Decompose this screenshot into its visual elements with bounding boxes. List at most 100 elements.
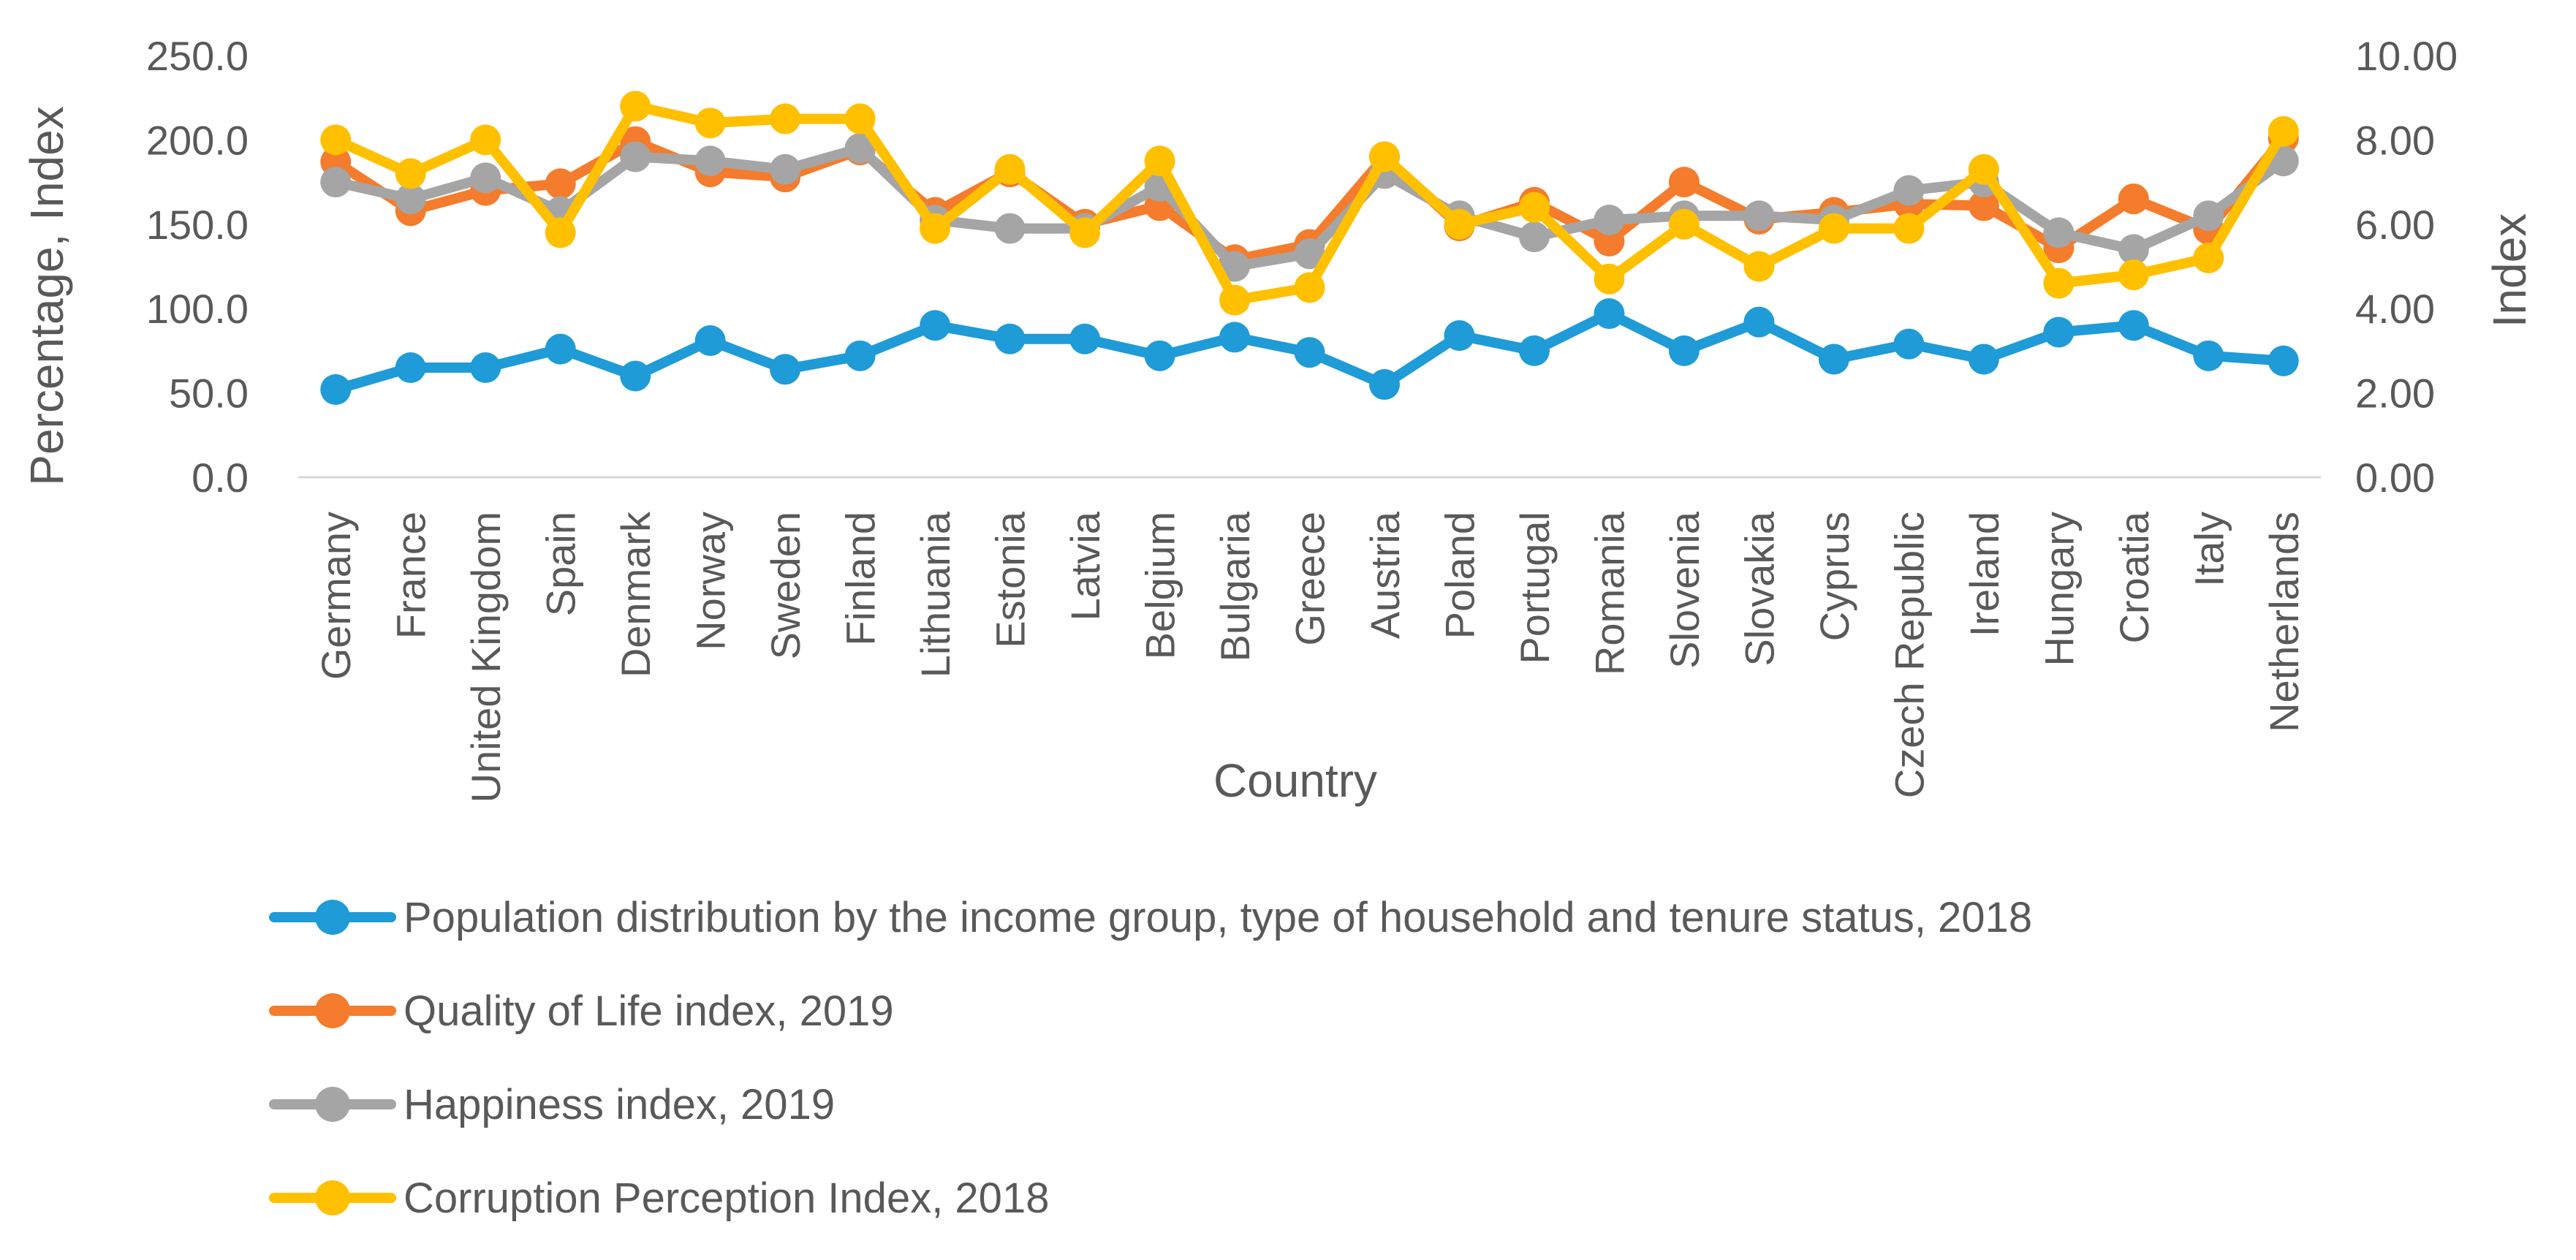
category-label: Spain <box>538 512 584 616</box>
category-label: Lithuania <box>912 511 958 678</box>
data-point <box>620 91 651 122</box>
category-label: Bulgaria <box>1212 511 1258 661</box>
data-point <box>395 183 426 215</box>
data-point <box>545 168 576 200</box>
data-point <box>2118 183 2149 215</box>
data-point <box>1144 340 1175 371</box>
data-point <box>1594 263 1625 295</box>
legend: Population distribution by the income gr… <box>269 894 2032 1222</box>
data-point <box>920 310 951 341</box>
right-axis-title: Index <box>2483 213 2536 328</box>
data-point <box>1743 306 1775 338</box>
category-label: Austria <box>1362 511 1408 639</box>
series-layer <box>320 91 2299 405</box>
data-point <box>1518 221 1550 253</box>
data-point <box>1069 323 1101 354</box>
data-point <box>545 333 576 365</box>
legend-item: Corruption Perception Index, 2018 <box>269 1174 1049 1222</box>
right-axis-tick-label: 8.00 <box>2355 117 2435 163</box>
data-point <box>395 158 426 189</box>
data-point <box>2193 340 2224 371</box>
data-point <box>1594 225 1625 257</box>
data-point <box>1444 208 1475 240</box>
data-point <box>1294 272 1325 303</box>
data-point <box>2043 267 2075 299</box>
data-point <box>2043 217 2075 248</box>
left-axis-tick-label: 150.0 <box>146 202 249 248</box>
category-label: Greece <box>1287 512 1333 646</box>
category-label: Denmark <box>613 511 659 678</box>
data-point <box>2268 115 2299 147</box>
data-point <box>320 124 352 156</box>
data-point <box>844 103 876 134</box>
legend-swatch-marker <box>315 900 350 935</box>
data-point <box>470 124 501 156</box>
legend-item: Population distribution by the income gr… <box>269 894 2032 941</box>
category-label: Germany <box>313 512 359 680</box>
category-label: Estonia <box>988 511 1034 648</box>
data-point <box>1518 191 1550 223</box>
data-point <box>2193 200 2224 232</box>
data-point <box>1444 320 1475 352</box>
series-4 <box>320 91 2299 316</box>
category-label: Slovenia <box>1662 511 1708 669</box>
legend-item: Happiness index, 2019 <box>269 1081 835 1128</box>
right-axis-tick-label: 10.00 <box>2355 33 2458 79</box>
data-point <box>470 162 501 194</box>
data-point <box>1668 208 1700 240</box>
legend-swatch-marker <box>315 1180 350 1215</box>
category-label: Croatia <box>2111 511 2157 643</box>
data-point <box>2118 310 2149 341</box>
category-label: Latvia <box>1062 511 1108 620</box>
data-point <box>320 167 352 198</box>
category-label: Norway <box>688 512 734 650</box>
category-label: Poland <box>1436 512 1482 639</box>
legend-label: Quality of Life index, 2019 <box>404 987 894 1035</box>
data-point <box>1968 153 1999 185</box>
left-axis-tick-label: 250.0 <box>146 33 249 79</box>
data-point <box>1294 238 1325 270</box>
category-label: Cyprus <box>1811 512 1857 641</box>
category-label: Ireland <box>1961 512 2007 637</box>
data-point <box>620 360 651 392</box>
right-axis-ticks: 0.00 2.00 4.00 6.00 8.00 10.00 <box>2355 33 2458 501</box>
series-1 <box>320 298 2299 405</box>
legend-swatch-marker <box>315 993 350 1028</box>
data-point <box>320 373 352 405</box>
data-point <box>395 352 426 383</box>
legend-label: Happiness index, 2019 <box>404 1081 835 1128</box>
data-point <box>1668 335 1700 366</box>
data-point <box>1368 369 1400 401</box>
category-label: Slovakia <box>1736 511 1782 667</box>
data-point <box>1069 217 1101 248</box>
data-point <box>994 153 1026 185</box>
data-point <box>1594 298 1625 330</box>
data-point <box>2268 345 2299 376</box>
data-point <box>770 153 801 185</box>
right-axis-tick-label: 4.00 <box>2355 286 2435 332</box>
data-point <box>770 103 801 134</box>
category-axis-ticks: Germany France United Kingdom Spain Denmark N… <box>313 511 2307 802</box>
data-point <box>770 354 801 385</box>
data-point <box>994 323 1026 354</box>
data-point <box>1893 328 1925 360</box>
data-point <box>1743 200 1775 232</box>
data-point <box>2193 242 2224 273</box>
right-axis-tick-label: 2.00 <box>2355 371 2435 417</box>
data-point <box>1893 213 1925 244</box>
data-point <box>694 145 726 177</box>
data-point <box>844 132 876 164</box>
data-point <box>694 325 726 357</box>
left-axis-title: Percentage, Index <box>20 106 73 485</box>
category-axis-title: Country <box>1213 754 1377 807</box>
data-point <box>2118 259 2149 291</box>
data-point <box>620 141 651 172</box>
data-point <box>994 213 1026 244</box>
category-label: Hungary <box>2036 512 2082 667</box>
left-axis-tick-label: 100.0 <box>146 286 249 332</box>
category-label: Italy <box>2186 512 2232 587</box>
data-point <box>1818 213 1849 244</box>
left-axis-tick-label: 50.0 <box>169 371 249 417</box>
category-label: Portugal <box>1512 512 1558 664</box>
